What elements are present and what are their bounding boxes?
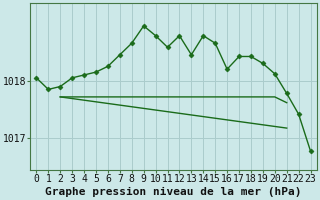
X-axis label: Graphe pression niveau de la mer (hPa): Graphe pression niveau de la mer (hPa) (45, 187, 302, 197)
